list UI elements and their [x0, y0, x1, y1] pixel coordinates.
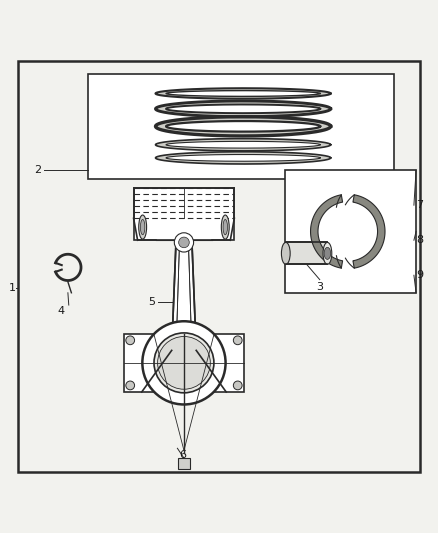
Circle shape [174, 233, 194, 252]
Bar [124, 334, 244, 392]
Text: 2: 2 [35, 165, 42, 175]
Polygon shape [311, 195, 343, 268]
Circle shape [126, 381, 134, 390]
Circle shape [233, 381, 242, 390]
Ellipse shape [223, 220, 227, 235]
Text: 5: 5 [148, 296, 155, 306]
Text: 6: 6 [180, 450, 187, 461]
Text: 8: 8 [416, 235, 423, 245]
Ellipse shape [139, 215, 147, 239]
Polygon shape [155, 152, 331, 164]
Ellipse shape [221, 215, 229, 239]
Circle shape [142, 321, 226, 405]
Circle shape [154, 333, 214, 393]
Text: 7: 7 [416, 200, 423, 210]
Polygon shape [353, 195, 385, 268]
Ellipse shape [141, 220, 145, 235]
Polygon shape [155, 117, 331, 136]
Ellipse shape [324, 247, 331, 260]
Text: 9: 9 [416, 270, 423, 280]
Ellipse shape [281, 243, 290, 264]
Text: 3: 3 [316, 282, 323, 292]
Polygon shape [155, 88, 331, 99]
Bar [88, 74, 394, 179]
Polygon shape [172, 240, 196, 350]
Polygon shape [155, 139, 331, 151]
Bar [285, 170, 416, 293]
Ellipse shape [323, 243, 332, 264]
Polygon shape [155, 101, 331, 117]
Circle shape [179, 237, 189, 248]
Text: 1: 1 [8, 284, 15, 293]
Circle shape [233, 336, 242, 345]
Circle shape [158, 336, 210, 389]
Bar [178, 458, 190, 469]
Text: 4: 4 [58, 306, 65, 316]
Circle shape [126, 336, 134, 345]
Bar [286, 243, 327, 264]
Bar [134, 188, 234, 240]
